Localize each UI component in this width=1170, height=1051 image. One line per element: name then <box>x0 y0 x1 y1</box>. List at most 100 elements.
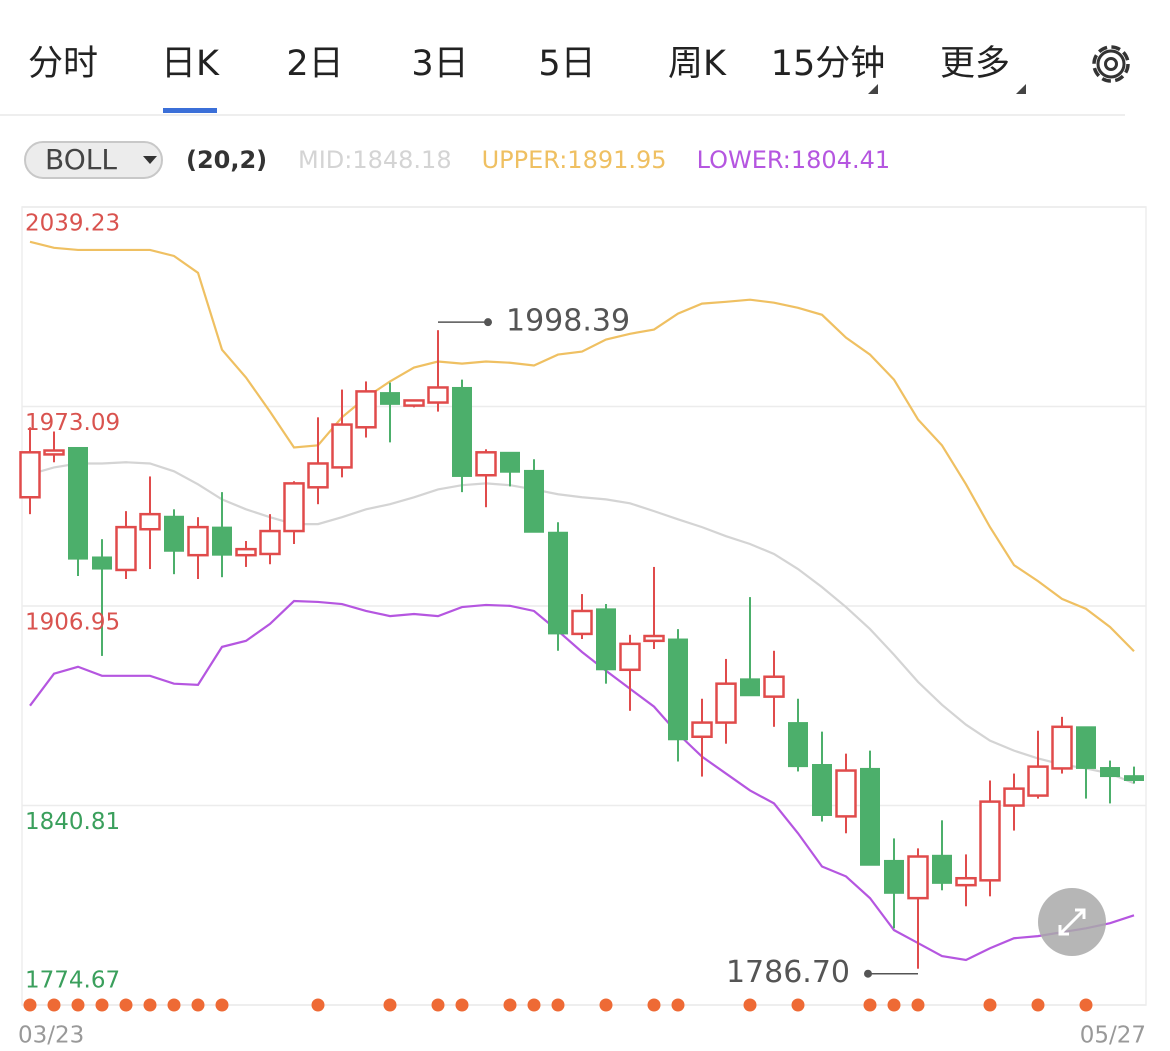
candle-body <box>452 386 472 477</box>
tab[interactable]: 周K <box>668 44 727 84</box>
band-line <box>29 240 1135 653</box>
indicator-name[interactable]: BOLL <box>45 143 117 176</box>
candle-body <box>668 638 688 741</box>
indicator-params: (20,2) <box>186 146 267 174</box>
y-tick-label: 1840.81 <box>25 809 120 835</box>
candle-body <box>835 769 857 818</box>
candle-body <box>92 556 112 570</box>
signal-dot <box>1079 998 1093 1012</box>
signal-dot <box>23 998 37 1012</box>
signal-dot <box>863 998 877 1012</box>
candle-body <box>331 423 353 469</box>
candle-body <box>1003 787 1025 807</box>
signal-dot <box>503 998 517 1012</box>
signal-dot <box>647 998 661 1012</box>
signal-dot <box>911 998 925 1012</box>
annotation-label: 1998.39 <box>506 304 630 339</box>
candle-body <box>691 721 713 739</box>
candle-body <box>43 449 65 456</box>
tab[interactable]: 15分钟 <box>771 44 886 84</box>
candle-body <box>619 642 641 672</box>
signal-dot <box>311 998 325 1012</box>
candle-body <box>1027 765 1049 797</box>
y-tick-label: 1774.67 <box>25 968 120 994</box>
candle-body <box>68 446 88 560</box>
candle-body <box>596 608 616 671</box>
candle-body <box>187 525 209 557</box>
band-line <box>29 461 1135 785</box>
candle-body <box>403 399 425 407</box>
tab[interactable]: 分时 <box>28 44 98 84</box>
gear-teeth <box>1092 45 1130 83</box>
annotation-dot <box>484 318 492 327</box>
tab[interactable]: 3日 <box>411 44 468 84</box>
signal-dot <box>671 998 685 1012</box>
candle-body <box>979 800 1001 882</box>
tab-dropdown-mark <box>1016 84 1026 94</box>
candle-body <box>907 855 929 900</box>
legend-entry: UPPER:1891.95 <box>482 146 667 174</box>
y-tick-label: 1973.09 <box>25 410 120 436</box>
signal-dot <box>431 998 445 1012</box>
candle-body <box>475 451 497 477</box>
signal-dot <box>1031 998 1045 1012</box>
legend-entry: MID:1848.18 <box>298 146 452 174</box>
signal-dot <box>167 998 181 1012</box>
candle-body <box>212 526 232 556</box>
candle-body <box>1100 767 1120 778</box>
candle-body <box>643 634 665 643</box>
candle-body <box>115 525 137 572</box>
tab[interactable]: 2日 <box>286 44 343 84</box>
candle-body <box>19 451 41 499</box>
signal-dot <box>47 998 61 1012</box>
candle-body <box>235 547 257 557</box>
signal-dot <box>119 998 133 1012</box>
candle-body <box>139 512 161 531</box>
candle-body <box>788 722 808 768</box>
candle-body <box>283 482 305 533</box>
signal-dot <box>791 998 805 1012</box>
signal-dot <box>527 998 541 1012</box>
x-tick-label: 03/23 <box>18 1023 84 1049</box>
settings-icon[interactable] <box>1092 45 1130 83</box>
candle-body <box>164 515 184 552</box>
signal-dot <box>143 998 157 1012</box>
y-tick-label: 2039.23 <box>25 211 120 237</box>
tab[interactable]: 更多 <box>940 44 1010 84</box>
candle-body <box>860 767 880 866</box>
candle-body <box>571 609 593 636</box>
candle-body <box>355 390 377 429</box>
candle-body <box>380 392 400 405</box>
signal-dot <box>455 998 469 1012</box>
candle-body <box>1076 726 1096 769</box>
candle-body <box>932 854 952 884</box>
annotation-label: 1786.70 <box>726 955 850 990</box>
candle-body <box>884 859 904 894</box>
signal-dot <box>95 998 109 1012</box>
candle-body <box>763 675 785 698</box>
tab-dropdown-mark <box>868 84 878 94</box>
candle-body <box>500 451 520 473</box>
signal-dot <box>191 998 205 1012</box>
candle-body <box>715 682 737 724</box>
candle-body <box>427 386 449 404</box>
candle-body <box>740 678 760 697</box>
candle-body <box>307 462 329 489</box>
indicator-select[interactable] <box>24 141 163 179</box>
annotation-dot <box>864 969 872 978</box>
signal-dot <box>887 998 901 1012</box>
signal-dot <box>215 998 229 1012</box>
candle-body <box>548 531 568 635</box>
candle-body <box>259 529 281 556</box>
y-tick-label: 1906.95 <box>25 610 120 636</box>
candle-body <box>1124 775 1144 781</box>
candle-body <box>1051 725 1073 770</box>
signal-dot <box>743 998 757 1012</box>
gear-ring <box>1096 49 1126 79</box>
tab[interactable]: 5日 <box>538 44 595 84</box>
signal-dot <box>551 998 565 1012</box>
tab[interactable]: 日K <box>161 44 220 84</box>
gear-hub <box>1104 57 1118 71</box>
signal-dot <box>983 998 997 1012</box>
